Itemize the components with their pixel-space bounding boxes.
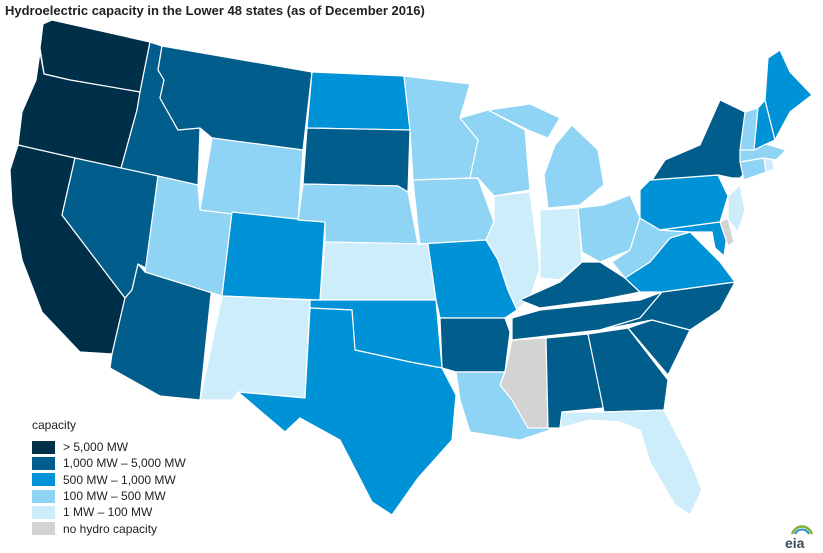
- state-AR[interactable]: [439, 317, 511, 373]
- legend-label: 1 MW – 100 MW: [63, 505, 153, 520]
- state-GA[interactable]: [587, 327, 669, 413]
- legend-item: 1,000 MW – 5,000 MW: [32, 455, 186, 471]
- legend-label: 500 MW – 1,000 MW: [63, 472, 176, 487]
- legend-label: 1,000 MW – 5,000 MW: [63, 456, 186, 471]
- state-MT[interactable]: [157, 45, 313, 151]
- legend-item: 100 MW – 500 MW: [32, 488, 186, 504]
- state-IA[interactable]: [412, 177, 495, 245]
- legend-item: 500 MW – 1,000 MW: [32, 472, 186, 488]
- legend-item: > 5,000 MW: [32, 439, 186, 455]
- state-IL[interactable]: [485, 191, 541, 311]
- legend-item: 1 MW – 100 MW: [32, 504, 186, 520]
- eia-logo-text: eia: [785, 535, 805, 551]
- state-IN[interactable]: [539, 207, 583, 281]
- state-NY[interactable]: [649, 99, 753, 181]
- map-title: Hydroelectric capacity in the Lower 48 s…: [5, 3, 425, 18]
- state-NJ[interactable]: [727, 184, 746, 233]
- state-NM[interactable]: [199, 295, 311, 401]
- state-CO[interactable]: [221, 211, 326, 301]
- state-SD[interactable]: [302, 127, 411, 193]
- legend-swatch: [32, 440, 55, 454]
- state-WY[interactable]: [199, 137, 304, 223]
- eia-logo-icon: [790, 525, 814, 535]
- legend-swatch: [32, 473, 55, 487]
- state-TX[interactable]: [237, 307, 457, 516]
- state-ME[interactable]: [764, 49, 813, 141]
- legend-item: no hydro capacity: [32, 520, 186, 536]
- legend-title: capacity: [32, 418, 77, 432]
- state-NC[interactable]: [599, 281, 736, 331]
- state-AZ[interactable]: [109, 263, 213, 401]
- state-FL[interactable]: [559, 409, 703, 516]
- state-PA[interactable]: [639, 174, 729, 231]
- legend-swatch: [32, 505, 55, 519]
- state-NH[interactable]: [753, 99, 776, 151]
- legend-swatch: [32, 456, 55, 470]
- legend-label: 100 MW – 500 MW: [63, 489, 166, 504]
- legend-swatch: [32, 522, 55, 536]
- legend-label: > 5,000 MW: [63, 440, 129, 455]
- legend-label: no hydro capacity: [63, 521, 158, 536]
- state-KS[interactable]: [319, 241, 437, 301]
- legend-swatch: [32, 489, 55, 503]
- state-MN[interactable]: [403, 75, 479, 181]
- state-MI[interactable]: [487, 103, 605, 209]
- state-DE[interactable]: [719, 217, 735, 247]
- state-ND[interactable]: [306, 71, 411, 131]
- legend: capacity > 5,000 MW 1,000 MW – 5,000 MW …: [32, 418, 186, 537]
